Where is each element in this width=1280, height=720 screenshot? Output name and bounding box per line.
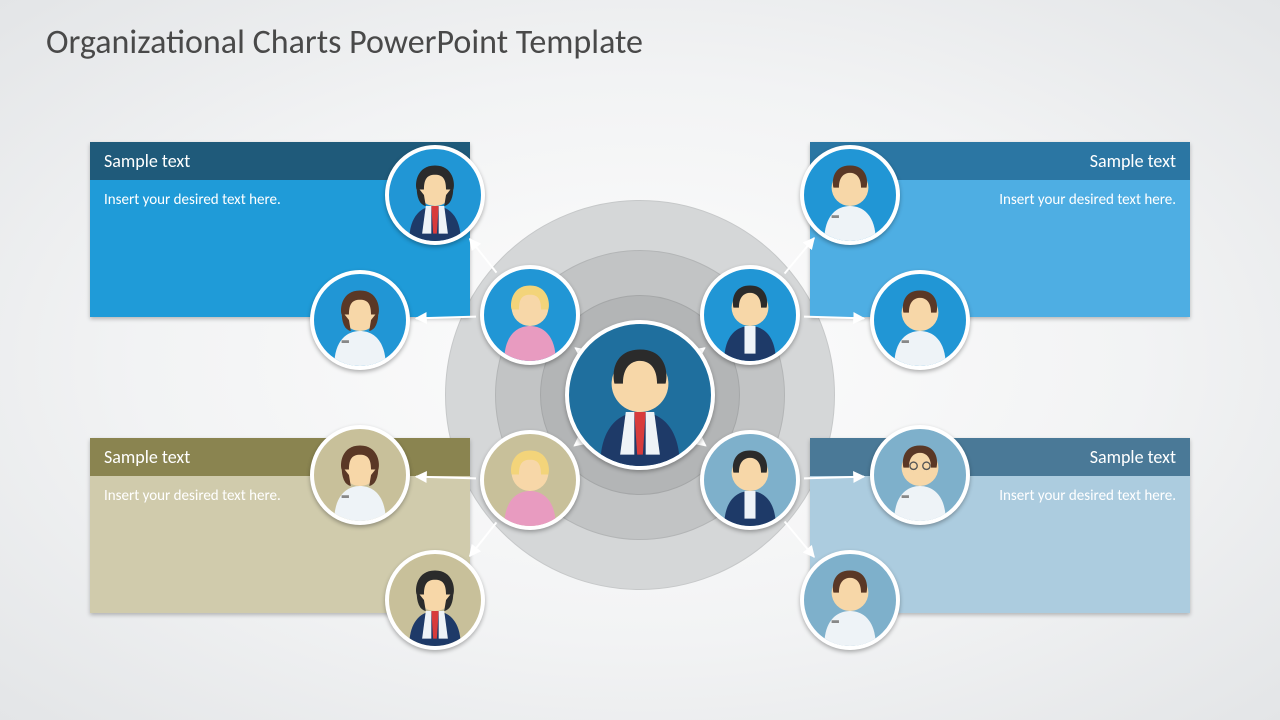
- card-header: Sample text: [90, 438, 470, 476]
- person-tl-parent: [480, 265, 580, 365]
- slide: Organizational Charts PowerPoint Templat…: [0, 0, 1280, 720]
- person-tr-parent: [700, 265, 800, 365]
- person-bl-child-1: [310, 425, 410, 525]
- card-header: Sample text: [810, 438, 1190, 476]
- person-br-child-2: [800, 550, 900, 650]
- person-tr-child-2: [870, 270, 970, 370]
- person-bl-child-2: [385, 550, 485, 650]
- person-center: [565, 320, 715, 470]
- person-br-child-1: [870, 425, 970, 525]
- person-tl-child-1: [385, 145, 485, 245]
- person-tl-child-2: [310, 270, 410, 370]
- person-tr-child-1: [800, 145, 900, 245]
- slide-title: Organizational Charts PowerPoint Templat…: [46, 22, 643, 63]
- person-br-parent: [700, 430, 800, 530]
- person-bl-parent: [480, 430, 580, 530]
